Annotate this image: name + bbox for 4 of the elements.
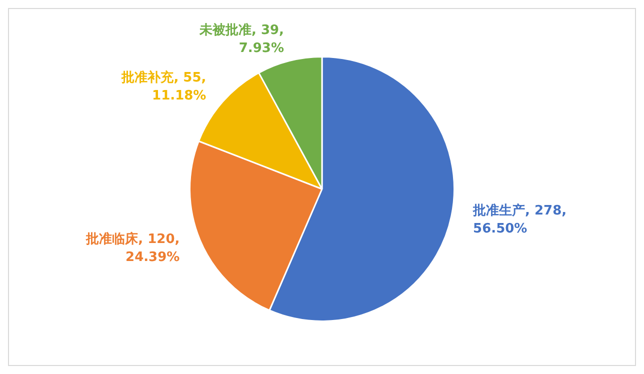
slice-label: 批准生产, 278, 56.50% xyxy=(472,202,567,237)
slice-label: 批准补充, 55, 11.18% xyxy=(120,69,206,104)
slice-label: 批准临床, 120, 24.39% xyxy=(85,230,180,265)
slice-label: 未被批准, 39, 7.93% xyxy=(198,22,284,56)
